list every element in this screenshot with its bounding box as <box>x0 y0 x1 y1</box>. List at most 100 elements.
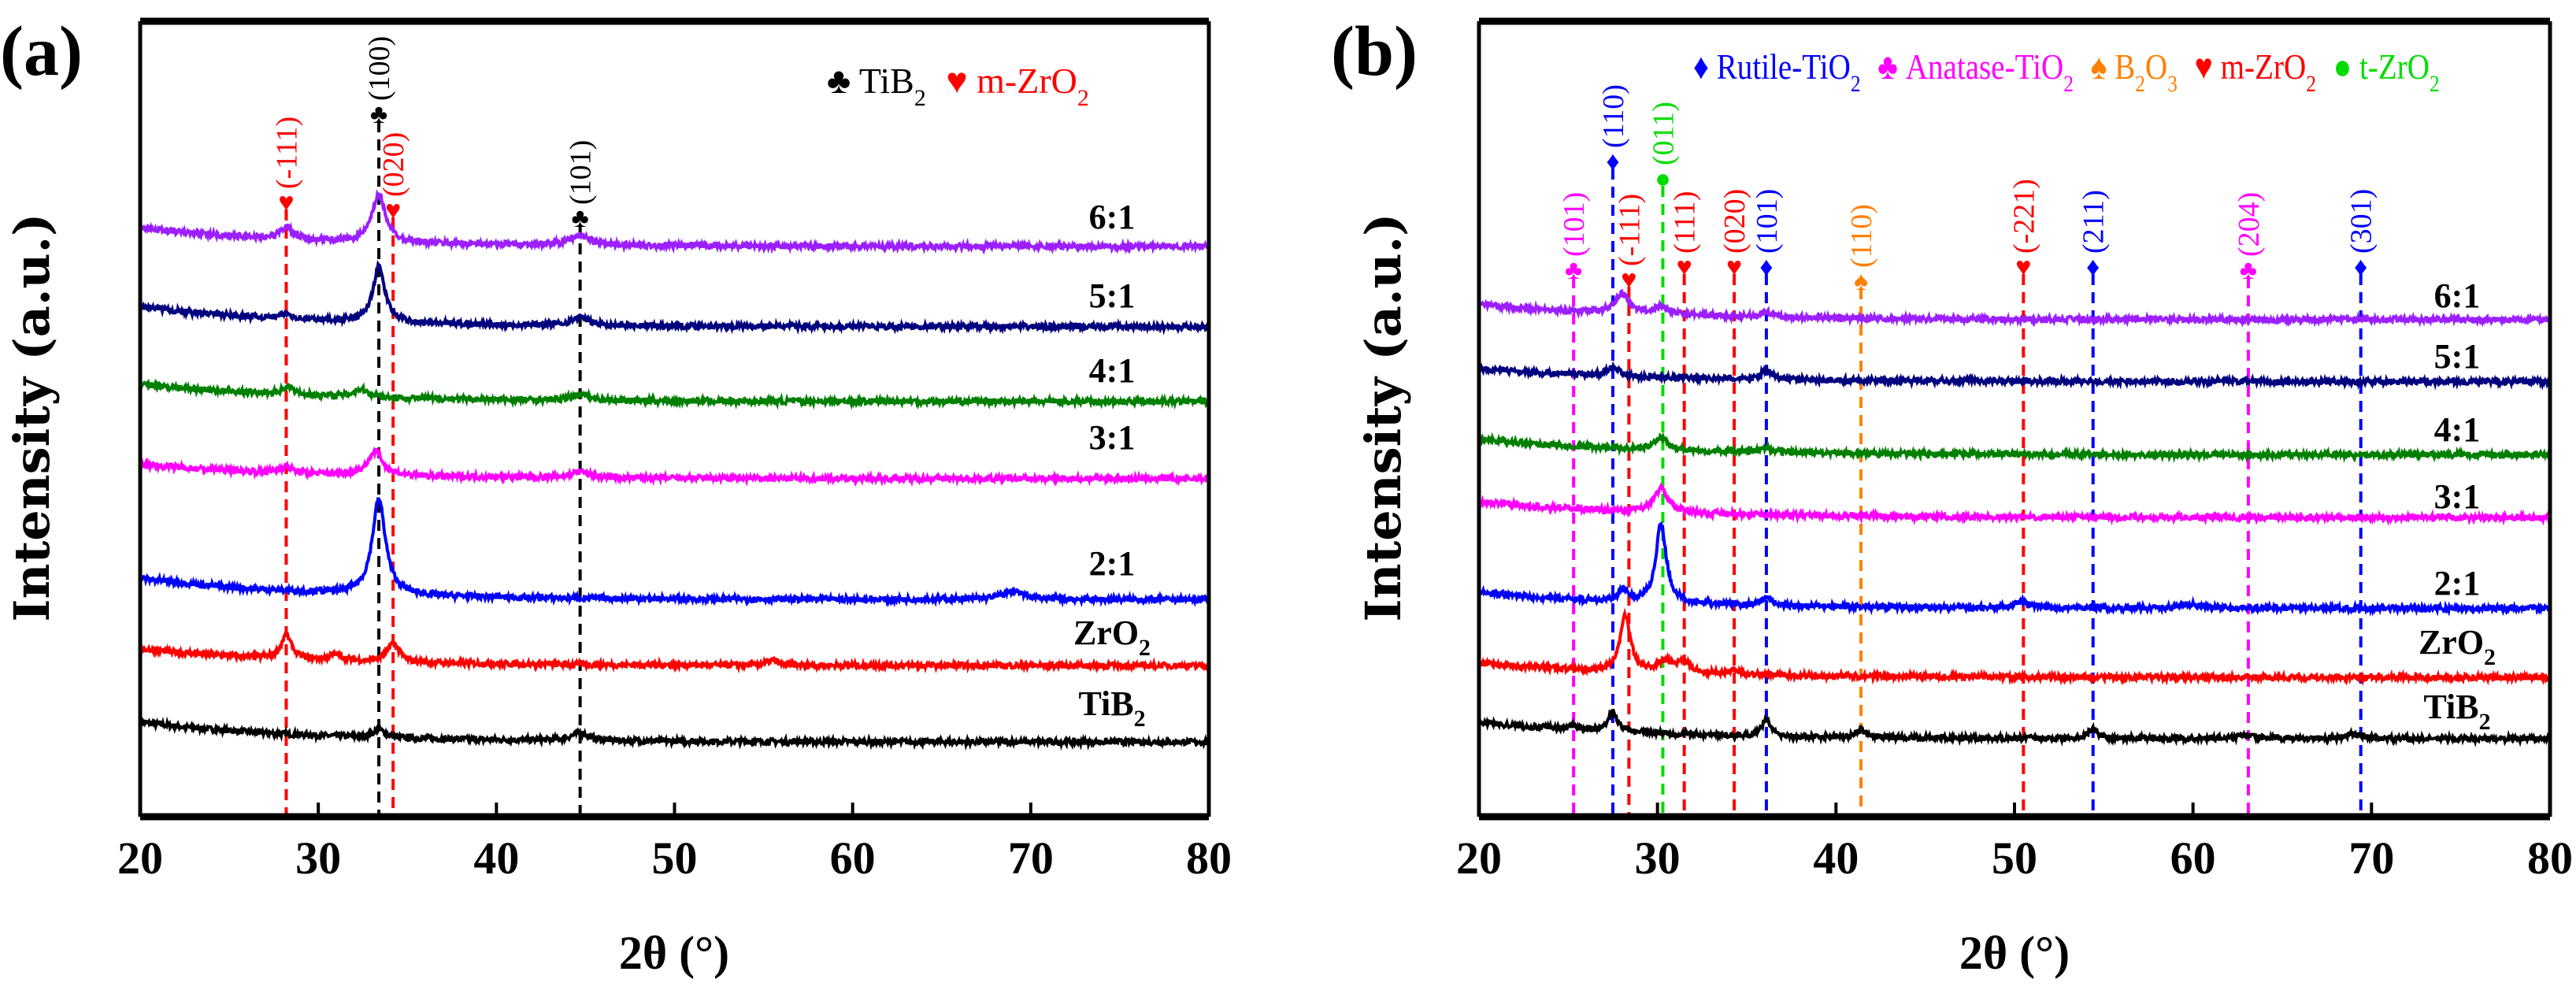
legend-group: ♦ Rutile-TiO2 ♣ Anatase-TiO2 ♠ B2O3 ♥ m-… <box>1693 47 2440 97</box>
reference-hkl-label: (-111) <box>270 117 303 189</box>
reference-hkl-label: (301) <box>2345 189 2378 254</box>
series-line-2-1 <box>139 497 1210 608</box>
series-name: 6:1 <box>2434 276 2481 315</box>
dot-icon: ● <box>2333 47 2359 87</box>
club-icon: ♣ <box>1877 47 1905 87</box>
series-subscript: 2 <box>1139 635 1151 661</box>
series-label: 4:1 <box>2434 410 2481 449</box>
heart-icon: ♥ <box>385 196 401 225</box>
club-icon: ♣ <box>2240 256 2257 285</box>
series-subscript: 2 <box>2479 709 2491 735</box>
heart-icon: ♥ <box>1677 253 1692 282</box>
spade-icon: ♠ <box>1854 267 1868 296</box>
panel-label: (b) <box>1331 13 1418 91</box>
series-line-zro <box>139 627 1210 674</box>
legend-entry-label: B <box>2115 47 2135 87</box>
diamond-icon: ♦ <box>2086 253 2100 282</box>
x-tick-label: 70 <box>2348 832 2394 884</box>
series-label: 3:1 <box>1089 418 1136 457</box>
x-tick-label: 60 <box>2170 832 2216 884</box>
x-tick-label: 30 <box>1635 832 1681 884</box>
series-line-3-1 <box>139 447 1210 488</box>
x-tick-label: 20 <box>117 832 163 884</box>
series-line-2-1 <box>1477 521 2552 617</box>
legend-spacer <box>2074 58 2078 84</box>
legend-entry-label: m-ZrO <box>977 61 1077 101</box>
legend-entry-subscript: 3 <box>2167 71 2178 97</box>
series-line-zro <box>1477 607 2551 687</box>
legend-entry-subscript: 2 <box>914 85 926 111</box>
legend-entry-label: TiB <box>859 61 914 101</box>
series-name: ZrO <box>1073 614 1139 652</box>
legend-entry-label: m-ZrO <box>2221 47 2307 87</box>
series-name: 3:1 <box>1089 418 1136 457</box>
heart-icon: ♥ <box>2195 47 2221 87</box>
legend-entry-subscript: 2 <box>2306 71 2316 97</box>
club-icon: ♣ <box>827 61 859 101</box>
series-line-tib <box>1477 708 2551 747</box>
legend-entry-subscript: 2 <box>2063 71 2074 97</box>
heart-icon: ♥ <box>278 188 294 217</box>
legend: ♣ TiB2 ♥ m-ZrO2 <box>827 61 1089 111</box>
series-line-3-1 <box>1477 482 2551 527</box>
reference-hkl-label: (020) <box>1718 189 1751 254</box>
series-label: TiB2 <box>2423 688 2490 735</box>
legend-entry-subscript: 2 <box>1077 85 1089 111</box>
series-name: ZrO <box>2418 623 2484 662</box>
x-tick-label: 30 <box>295 832 341 884</box>
series-line-4-1 <box>1477 432 2552 464</box>
legend-spacer <box>926 72 932 98</box>
legend-spacer <box>2316 58 2321 84</box>
x-tick-label: 40 <box>1813 832 1859 884</box>
series-label: 2:1 <box>1089 544 1136 583</box>
series-subscript: 2 <box>1134 706 1146 732</box>
x-tick-label: 50 <box>652 832 698 884</box>
y-axis-label: Intensity (a.u.) <box>1355 213 1412 621</box>
x-tick-label: 80 <box>1186 832 1232 884</box>
x-tick-label: 80 <box>2527 832 2573 884</box>
series-name: 6:1 <box>1089 198 1136 236</box>
series-label: 6:1 <box>2434 276 2481 315</box>
series-line-4-1 <box>139 378 1210 410</box>
spade-icon: ♠ <box>2091 47 2115 87</box>
series-line-tib <box>139 716 1210 751</box>
x-tick-label: 50 <box>1992 832 2037 884</box>
panel-label: (a) <box>0 13 83 91</box>
reference-hkl-label: (-111) <box>1613 194 1646 266</box>
legend-entry-subscript: 2 <box>2135 71 2145 97</box>
heart-icon: ♥ <box>1621 265 1636 295</box>
x-tick-label: 20 <box>1456 832 1502 884</box>
legend-entry-label: t-ZrO <box>2359 47 2430 87</box>
series-name: 3:1 <box>2434 477 2481 516</box>
diamond-icon: ♦ <box>1759 253 1773 282</box>
legend-spacer <box>1861 58 1866 84</box>
series-label: 4:1 <box>1089 351 1136 390</box>
series-line-5-1 <box>139 260 1210 336</box>
heart-icon: ♥ <box>1726 253 1742 282</box>
series-label: ZrO2 <box>1073 614 1151 661</box>
x-axis-label: 2θ (°) <box>619 927 729 979</box>
series-name: TiB <box>1078 684 1133 723</box>
series-line-6-1 <box>1477 288 2552 328</box>
panel-a: (a) Intensity (a.u.) 2θ (°) ♥(-111)♣(100… <box>0 13 1232 979</box>
panel-b: (b) Intensity (a.u.) 2θ (°) ♣(101)♦(110)… <box>1331 13 2573 979</box>
legend-spacer <box>2178 58 2182 84</box>
dot-icon: ● <box>1655 165 1671 194</box>
x-tick-label: 70 <box>1008 832 1054 884</box>
series-label: TiB2 <box>1078 684 1145 732</box>
x-axis-label: 2θ (°) <box>1959 927 2070 979</box>
legend: ♦ Rutile-TiO2 ♣ Anatase-TiO2 ♠ B2O3 ♥ m-… <box>1693 47 2440 97</box>
reference-hkl-label: (110) <box>1597 84 1630 148</box>
series-line-6-1 <box>139 189 1210 255</box>
legend-entry-label: Anatase-TiO <box>1906 47 2063 87</box>
series-line-5-1 <box>1477 361 2551 391</box>
reference-hkl-label: (111) <box>1669 191 1702 254</box>
x-tick-label: 60 <box>830 832 876 884</box>
legend-group: ♣ TiB2 ♥ m-ZrO2 <box>827 61 1089 111</box>
reference-hkl-label: (100) <box>363 36 396 101</box>
diamond-icon: ♦ <box>1606 147 1619 176</box>
series-label: ZrO2 <box>2418 623 2496 670</box>
reference-hkl-label: (101) <box>565 140 598 205</box>
y-axis-label: Intensity (a.u.) <box>3 213 61 621</box>
